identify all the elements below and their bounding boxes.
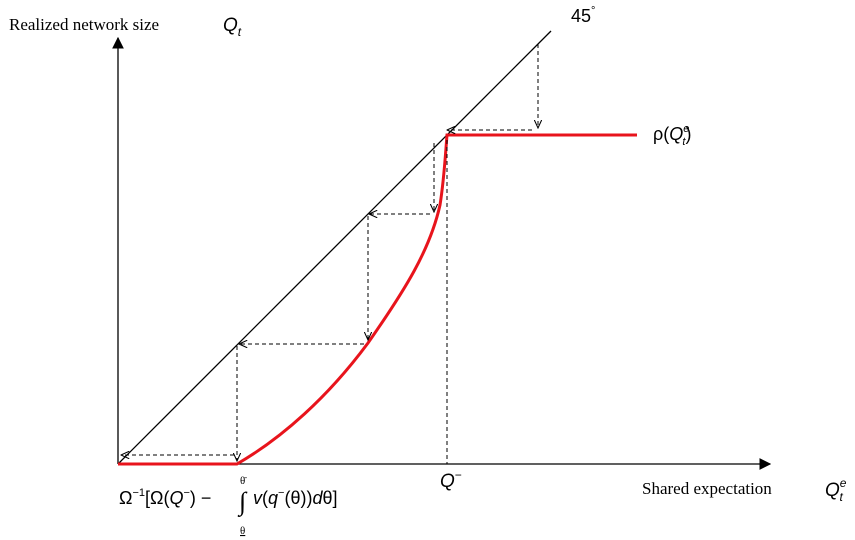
integral-upper: θ̄ (240, 475, 247, 487)
threshold-label: Q− (440, 468, 462, 492)
svg-text:Ω−1[Ω(Q−) −: Ω−1[Ω(Q−) − (119, 487, 211, 508)
x-axis-label: Shared expectation (642, 479, 772, 498)
y-axis-label: Realized network size (9, 15, 159, 34)
diagonal-45-line (117, 30, 552, 465)
cobweb-guides (121, 44, 538, 464)
origin-formula: Ω−1[Ω(Q−) − ∫ θ̄ θ v(q−(θ))dθ] (119, 475, 338, 537)
diagonal-label: 45° (571, 5, 595, 26)
integral-sign: ∫ (237, 487, 248, 517)
x-axis-symbol: Qe t (825, 476, 847, 504)
rho-curve (118, 133, 637, 466)
svg-text:v(q−(θ))dθ]: v(q−(θ))dθ] (253, 487, 338, 508)
y-axis-symbol: Qt (223, 15, 242, 39)
rho-label: ρ(Qe t) (653, 123, 691, 148)
integral-lower: θ (240, 525, 245, 537)
